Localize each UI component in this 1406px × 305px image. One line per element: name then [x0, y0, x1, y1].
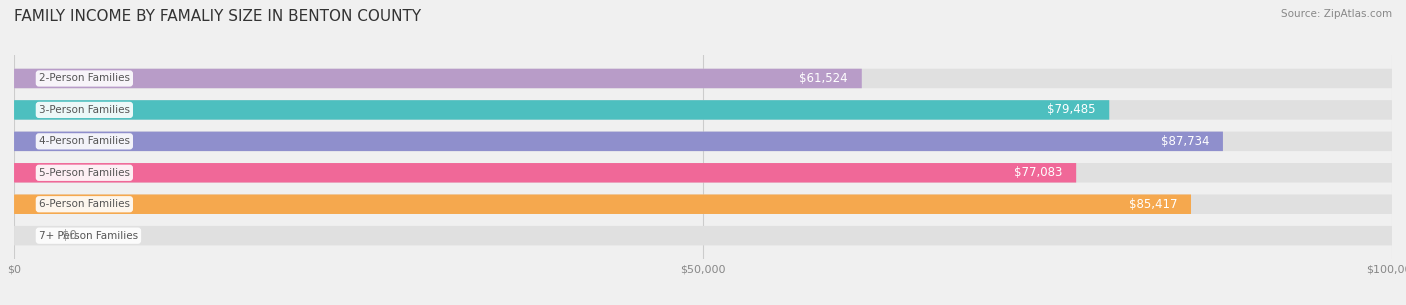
- FancyBboxPatch shape: [14, 163, 1076, 182]
- Text: 6-Person Families: 6-Person Families: [39, 199, 129, 209]
- Text: 5-Person Families: 5-Person Families: [39, 168, 129, 178]
- FancyBboxPatch shape: [14, 195, 1392, 214]
- FancyBboxPatch shape: [14, 132, 1223, 151]
- Text: $77,083: $77,083: [1014, 166, 1063, 179]
- Text: $87,734: $87,734: [1160, 135, 1209, 148]
- FancyBboxPatch shape: [14, 69, 862, 88]
- Text: 3-Person Families: 3-Person Families: [39, 105, 129, 115]
- Text: $0: $0: [62, 229, 77, 242]
- FancyBboxPatch shape: [14, 163, 1392, 182]
- Text: 2-Person Families: 2-Person Families: [39, 74, 129, 84]
- FancyBboxPatch shape: [14, 132, 1392, 151]
- FancyBboxPatch shape: [14, 226, 1392, 246]
- Text: 4-Person Families: 4-Person Families: [39, 136, 129, 146]
- Text: FAMILY INCOME BY FAMALIY SIZE IN BENTON COUNTY: FAMILY INCOME BY FAMALIY SIZE IN BENTON …: [14, 9, 422, 24]
- Text: $85,417: $85,417: [1129, 198, 1177, 211]
- FancyBboxPatch shape: [14, 100, 1392, 120]
- Text: $79,485: $79,485: [1047, 103, 1095, 117]
- Text: Source: ZipAtlas.com: Source: ZipAtlas.com: [1281, 9, 1392, 19]
- FancyBboxPatch shape: [14, 100, 1109, 120]
- Text: 7+ Person Families: 7+ Person Families: [39, 231, 138, 241]
- FancyBboxPatch shape: [14, 195, 1191, 214]
- FancyBboxPatch shape: [14, 69, 1392, 88]
- Text: $61,524: $61,524: [800, 72, 848, 85]
